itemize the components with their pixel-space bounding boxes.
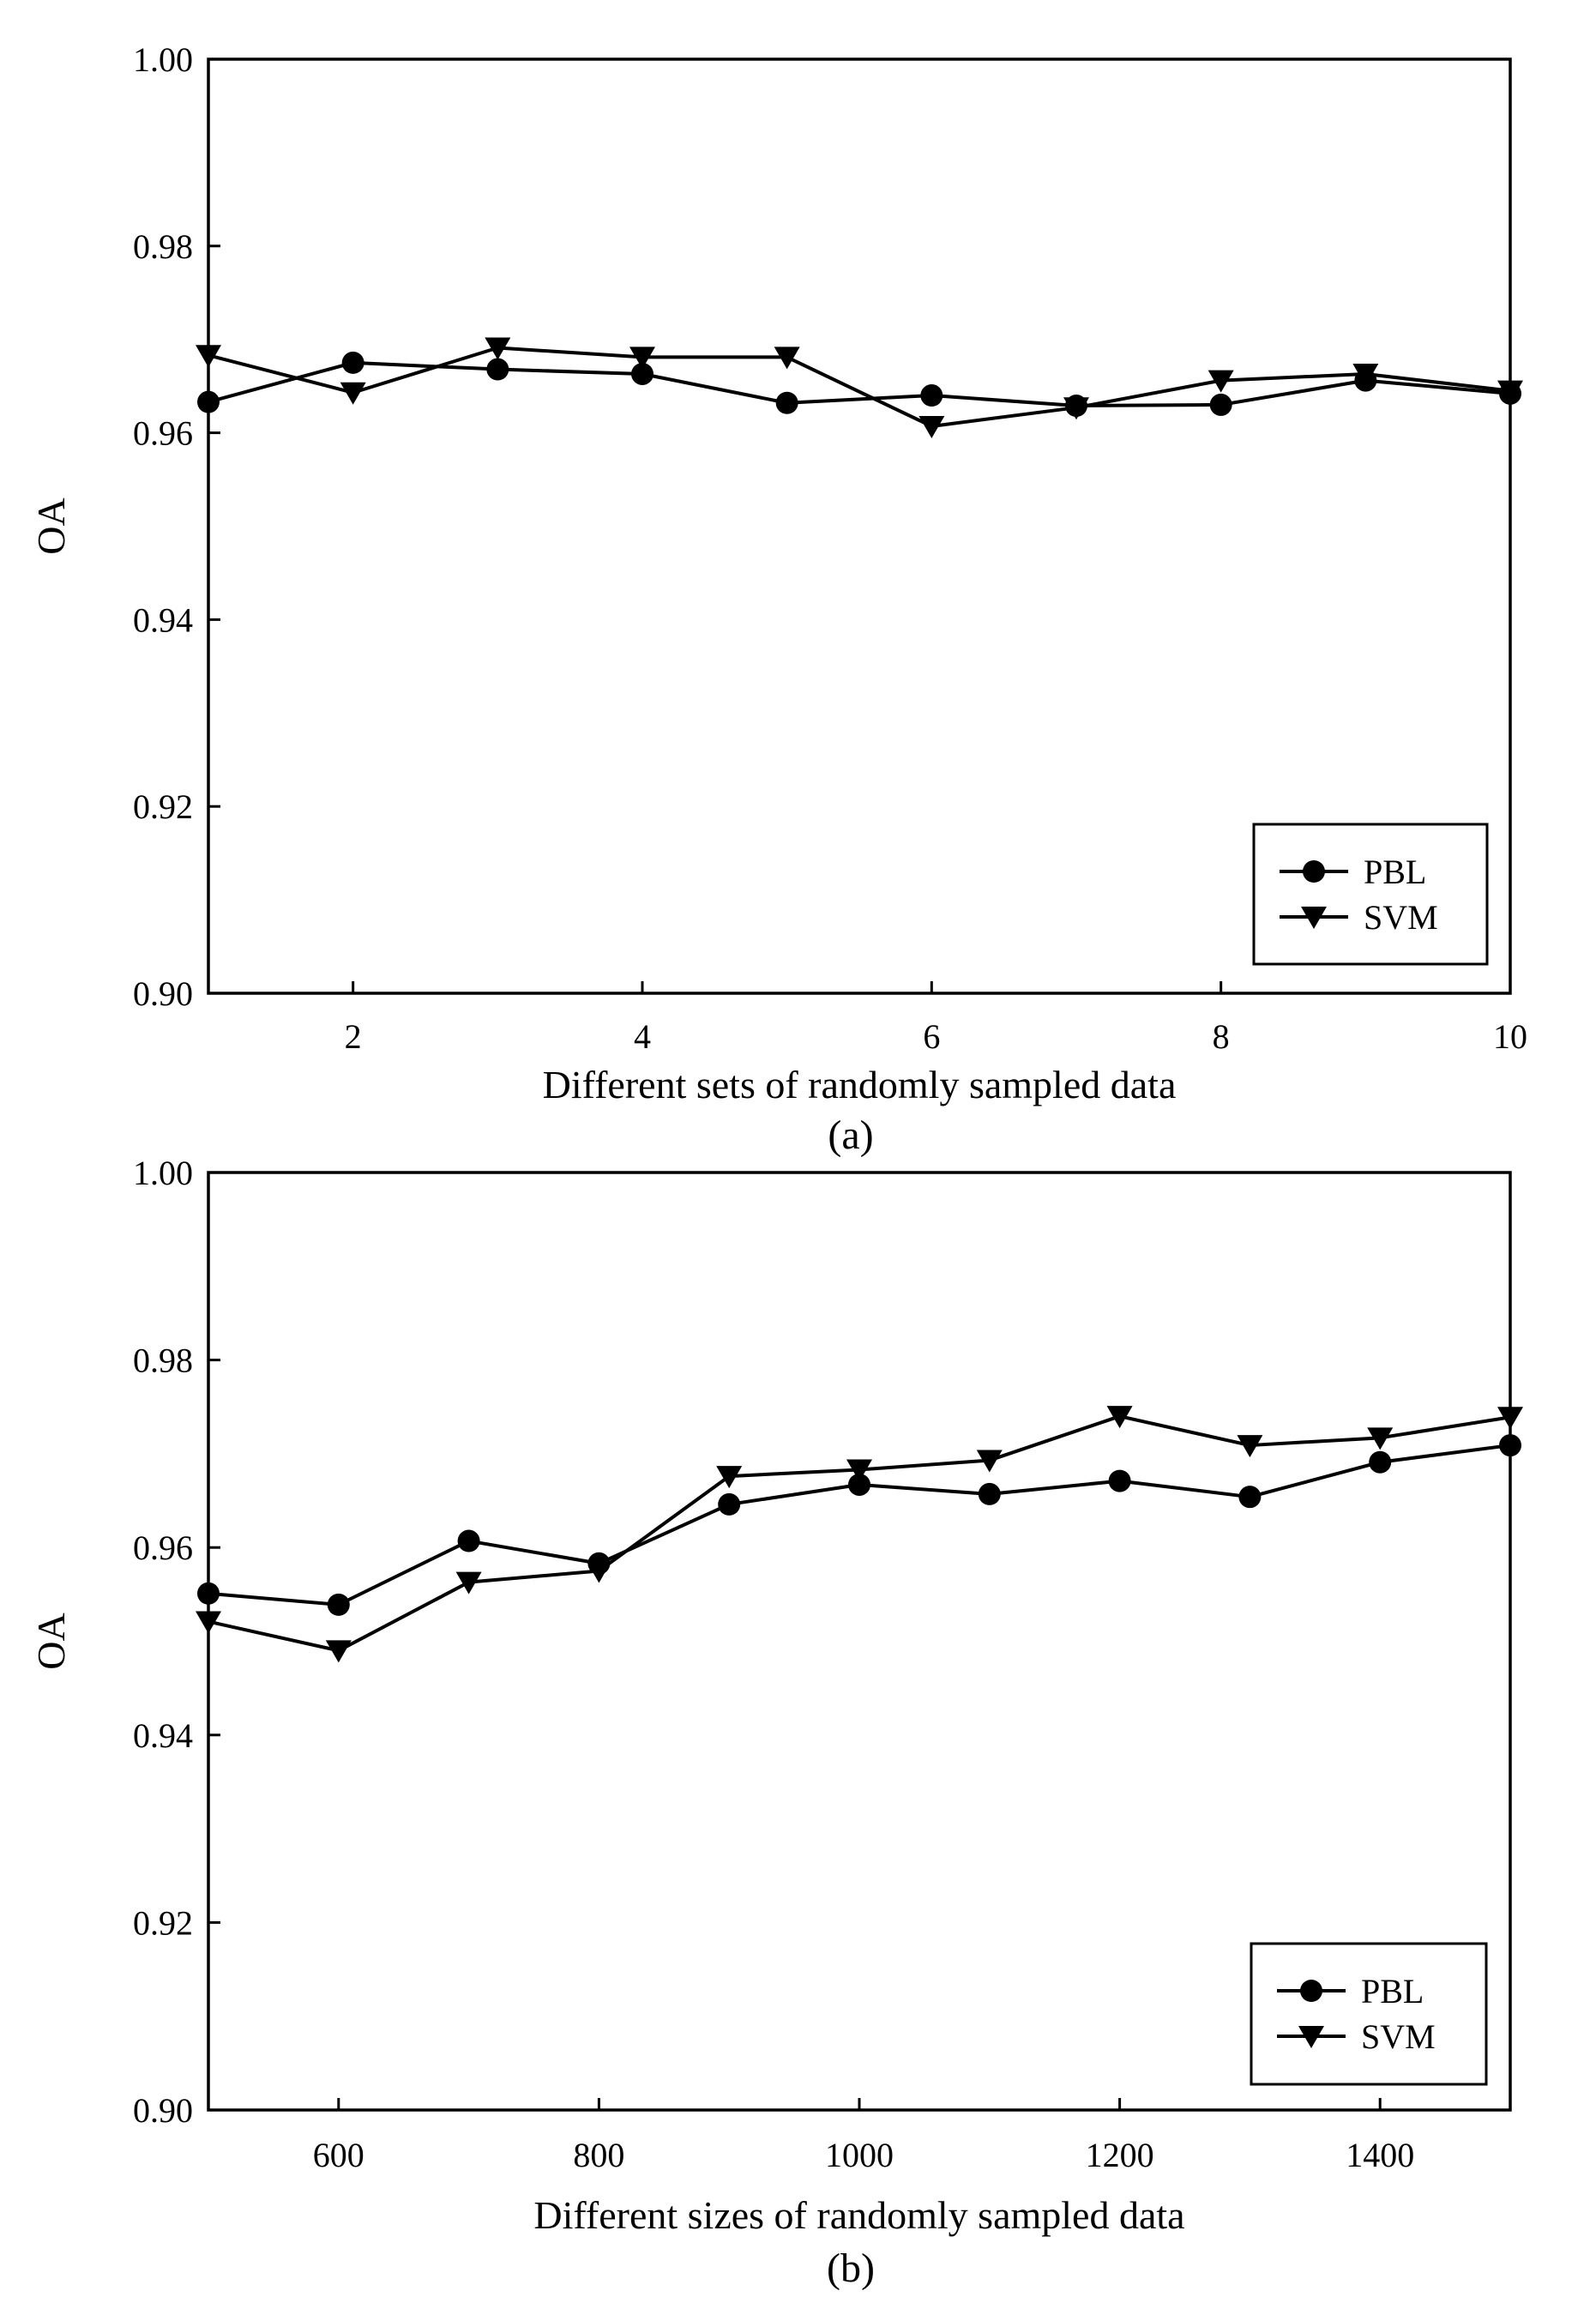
y-tick-label: 1.00 [133,40,193,79]
data-point-svm [586,1560,612,1583]
plot-frame [207,57,1512,995]
data-point-pbl [197,1582,220,1605]
x-axis-title: Different sets of randomly sampled data [543,1063,1177,1106]
chart-panel-b: 0.90 0.92 0.94 0.96 0.98 1.00 600 800 1000 1200 14… [29,1154,1523,2291]
x-tick-label: 600 [313,2136,364,2174]
legend: PBL SVM [1250,1942,1488,2086]
data-point-pbl [631,362,653,385]
x-tick-label: 1000 [825,2136,894,2174]
data-point-pbl [486,358,509,381]
x-tick-label: 8 [1213,1017,1230,1056]
data-point-svm [1497,380,1523,403]
legend: PBL SVM [1252,823,1489,966]
panel-caption: (b) [827,2246,875,2291]
data-point-svm [485,337,511,360]
y-tick-label: 0.92 [133,787,193,826]
data-point-svm [1352,363,1379,386]
data-point-svm [196,345,221,368]
data-point-pbl [1369,1450,1392,1474]
legend-marker-pbl [1303,860,1325,883]
y-tick-label: 0.96 [133,1528,193,1567]
data-point-pbl [775,391,798,414]
y-tick-label: 1.00 [133,1154,193,1192]
data-point-svm [1106,1406,1133,1429]
data-point-svm [1237,1435,1263,1458]
data-point-pbl [718,1492,741,1516]
data-point-svm [455,1571,482,1595]
data-point-pbl [1209,393,1232,416]
data-point-svm [846,1459,872,1482]
y-tick-label: 0.96 [133,414,193,453]
legend-label-pbl: PBL [1361,1972,1424,2011]
data-point-pbl [457,1529,480,1552]
y-tick-label: 0.90 [133,2091,193,2130]
y-tick-label: 0.90 [133,974,193,1013]
data-point-svm [918,415,945,438]
data-point-svm [976,1450,1003,1473]
data-point-pbl [1499,1434,1521,1457]
legend-marker-pbl [1300,1980,1322,2002]
data-point-svm [340,382,366,405]
x-tick-label: 1200 [1086,2136,1154,2174]
y-tick-label: 0.92 [133,1903,193,1942]
data-point-pbl [920,384,943,407]
panel-caption: (a) [828,1112,873,1158]
data-point-svm [629,347,655,370]
x-tick-label: 4 [634,1017,651,1056]
x-axis-title: Different sizes of randomly sampled data [533,2193,1184,2237]
legend-marker-svm [1301,907,1327,929]
data-point-pbl [341,351,364,374]
data-point-pbl [848,1473,870,1496]
chart-panel-a: 0.90 0.92 0.94 0.96 0.98 1.00 2 4 6 8 10 Different … [29,40,1527,1158]
y-tick-label: 0.94 [133,600,193,639]
data-point-pbl [327,1593,350,1616]
data-point-pbl [1108,1469,1131,1492]
series-line-svm [208,1414,1511,1653]
data-point-pbl [978,1482,1001,1505]
x-tick-label: 2 [345,1017,362,1056]
x-tick-label: 800 [573,2136,624,2174]
y-axis-title: OA [29,497,73,554]
series-line-pbl [208,360,1511,408]
legend-label-pbl: PBL [1364,853,1426,891]
data-point-svm [1367,1427,1394,1450]
y-axis-title: OA [29,1613,73,1669]
y-tick-label: 0.98 [133,227,193,266]
legend-box [1250,1942,1488,2086]
data-point-svm [1208,370,1234,393]
x-tick-label: 6 [923,1017,940,1056]
data-point-svm [1497,1407,1523,1430]
legend-marker-svm [1298,2026,1324,2048]
data-point-svm [716,1466,743,1489]
legend-label-svm: SVM [1361,2017,1436,2056]
legend-label-svm: SVM [1364,898,1438,937]
data-point-svm [774,347,800,370]
data-point-svm [325,1640,352,1663]
data-point-pbl [197,390,220,413]
data-point-svm [1063,397,1089,420]
data-point-pbl [1238,1486,1262,1509]
legend-box [1252,823,1489,966]
x-tick-label: 1400 [1346,2136,1414,2174]
series-line-svm [208,346,1511,428]
data-point-svm [196,1611,221,1634]
y-tick-label: 0.98 [133,1341,193,1380]
x-tick-label: 10 [1493,1017,1527,1056]
y-tick-label: 0.94 [133,1716,193,1755]
